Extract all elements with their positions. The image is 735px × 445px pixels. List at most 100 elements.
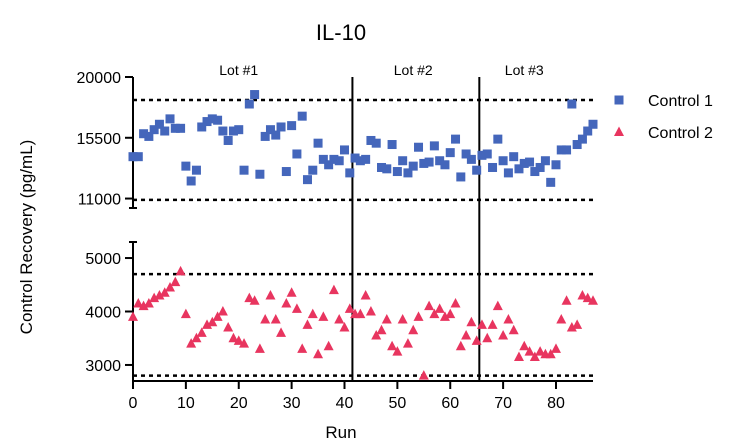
- control-1-point: [498, 156, 508, 166]
- control-2-point: [392, 346, 403, 356]
- control-2-point: [339, 322, 350, 332]
- control-1-point: [308, 165, 318, 175]
- control-2-point: [254, 343, 265, 353]
- legend-marker-2: [614, 126, 624, 136]
- control-2-point: [249, 295, 260, 305]
- control-2-point: [482, 332, 493, 343]
- control-2-point: [439, 311, 450, 321]
- control-2-point: [175, 265, 186, 276]
- control-2-point: [577, 289, 588, 300]
- x-tick-label: 0: [129, 395, 138, 412]
- control-1-point: [345, 168, 355, 178]
- x-tick-label: 40: [336, 395, 354, 412]
- control-1-point: [392, 167, 402, 177]
- control-1-point: [144, 131, 154, 141]
- control-2-point: [154, 289, 165, 300]
- control-2-point: [191, 332, 202, 343]
- control-2-point: [313, 348, 324, 359]
- control-2-point: [212, 311, 223, 321]
- control-1-point: [265, 125, 275, 135]
- control-1-point: [329, 154, 339, 164]
- control-1-point: [429, 141, 439, 151]
- control-1-point: [223, 135, 233, 145]
- control-2-point: [429, 308, 440, 319]
- control-2-point: [371, 330, 382, 340]
- control-2-point: [572, 319, 583, 329]
- control-2-point: [165, 281, 176, 292]
- control-2-point: [376, 324, 387, 335]
- control-1-point: [382, 164, 392, 174]
- x-tick-label: 10: [177, 395, 195, 412]
- control-1-point: [191, 165, 201, 175]
- control-1-point: [228, 126, 238, 136]
- control-2-point: [307, 308, 318, 319]
- control-1-point: [149, 125, 159, 135]
- control-1-point: [451, 134, 461, 144]
- control-1-point: [477, 150, 487, 160]
- control-1-point: [281, 167, 291, 177]
- control-1-point: [139, 129, 149, 139]
- control-2-point: [170, 276, 181, 287]
- control-1-point: [128, 152, 138, 162]
- control-2-point: [281, 297, 292, 308]
- control-2-point: [519, 340, 530, 351]
- y-tick-label: 11000: [78, 192, 121, 209]
- control-2-point: [455, 340, 466, 351]
- control-2-point: [550, 343, 561, 353]
- control-2-point: [588, 295, 598, 305]
- lot-label: Lot #1: [219, 62, 258, 78]
- control-2-point: [180, 308, 191, 319]
- control-1-point: [514, 164, 524, 174]
- control-2-point: [202, 319, 213, 329]
- control-2-point: [487, 319, 498, 329]
- control-2-point: [244, 292, 255, 303]
- control-2-point: [297, 343, 308, 353]
- control-2-point: [233, 335, 244, 345]
- control-1-point: [287, 121, 297, 131]
- control-2-point: [387, 340, 398, 351]
- x-tick-label: 20: [230, 395, 248, 412]
- control-1-point: [472, 165, 482, 175]
- control-1-point: [302, 175, 312, 185]
- control-2-point: [508, 324, 519, 335]
- control-2-point: [513, 351, 524, 361]
- control-1-point: [334, 156, 344, 166]
- control-1-point: [540, 156, 550, 166]
- control-2-point: [445, 308, 456, 319]
- control-1-point: [456, 172, 466, 182]
- control-1-point: [577, 134, 587, 144]
- x-tick-label: 80: [547, 395, 565, 412]
- control-1-point: [366, 135, 376, 145]
- control-1-point: [583, 126, 593, 136]
- x-tick-label: 30: [283, 395, 301, 412]
- control-1-point: [244, 99, 254, 109]
- control-2-point: [434, 303, 445, 313]
- control-1-point: [202, 117, 212, 127]
- lot-label: Lot #3: [505, 62, 544, 78]
- y-tick-label: 4000: [85, 305, 121, 322]
- control-1-point: [530, 167, 540, 177]
- control-2-point: [323, 340, 334, 351]
- control-2-point: [556, 314, 567, 324]
- control-1-point: [197, 122, 207, 132]
- control-2-point: [545, 348, 556, 359]
- control-1-point: [414, 142, 424, 152]
- control-1-point: [488, 162, 498, 172]
- control-1-point: [361, 154, 371, 164]
- control-1-point: [276, 122, 286, 132]
- control-1-point: [377, 162, 387, 172]
- control-1-point: [551, 160, 561, 170]
- control-1-point: [371, 138, 381, 148]
- control-2-point: [476, 319, 487, 329]
- legend-label-2: Control 2: [648, 125, 713, 142]
- control-1-point: [181, 161, 191, 171]
- control-1-point: [445, 148, 455, 158]
- control-2-point: [408, 324, 419, 335]
- x-tick-label: 50: [388, 395, 406, 412]
- control-1-point: [493, 134, 503, 144]
- x-tick-label: 60: [441, 395, 459, 412]
- control-2-point: [344, 303, 355, 313]
- control-2-point: [424, 300, 435, 311]
- control-1-point: [255, 169, 265, 179]
- legend: Control 1 Control 2: [614, 93, 713, 142]
